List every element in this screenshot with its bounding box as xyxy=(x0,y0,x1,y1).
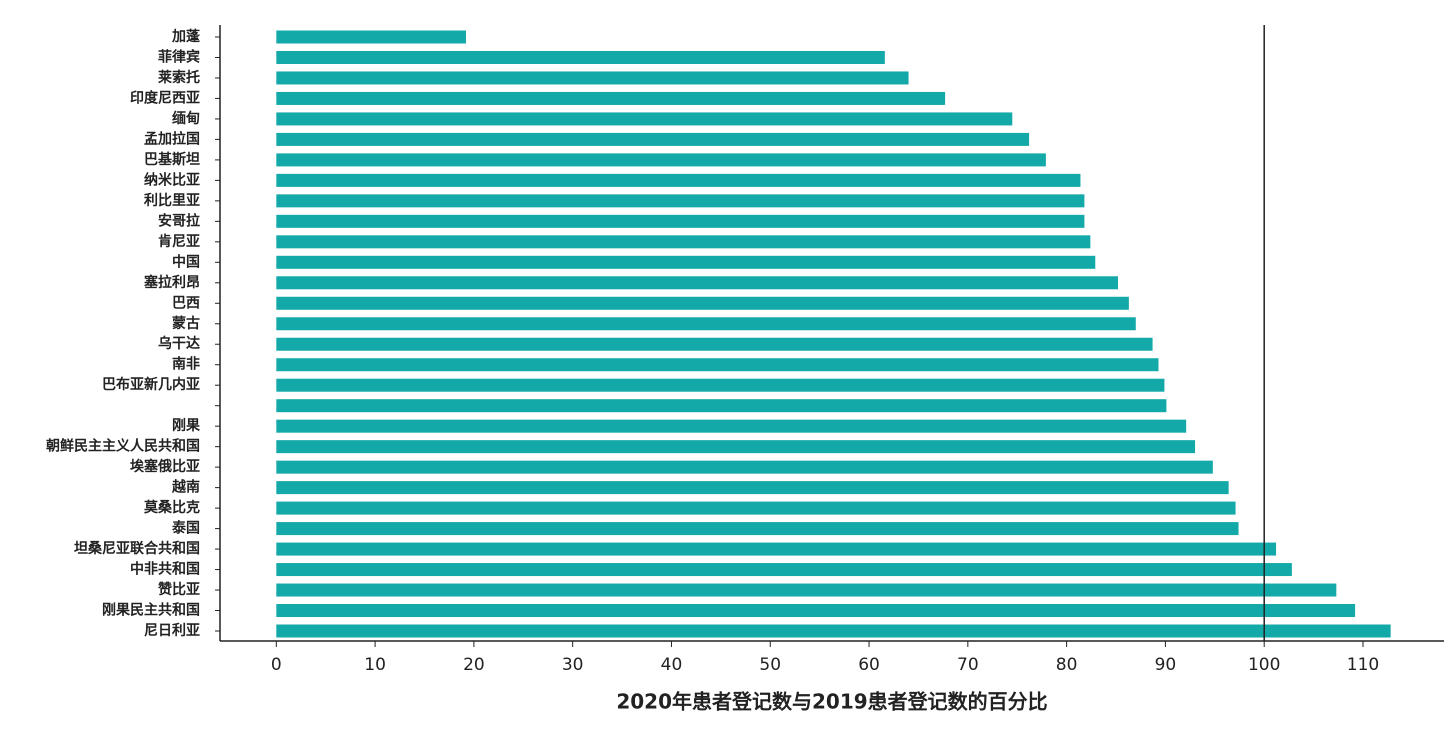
y-tick-label: 越南 xyxy=(171,479,200,496)
bar xyxy=(276,153,1046,167)
y-tick-label: 巴西 xyxy=(172,295,200,311)
x-tick-label: 10 xyxy=(364,655,386,675)
bar xyxy=(276,563,1292,577)
bar xyxy=(276,112,1013,126)
y-tick-label: 纳米比亚 xyxy=(144,171,200,188)
y-tick-label: 中国 xyxy=(172,253,200,270)
bar xyxy=(276,173,1081,187)
bar xyxy=(276,276,1118,290)
bar xyxy=(276,419,1187,433)
y-tick-label: 加蓬 xyxy=(171,28,201,45)
y-tick-label: 利比里亚 xyxy=(144,192,200,209)
y-tick-label: 巴布亚新几内亚 xyxy=(102,376,200,393)
x-tick-label: 110 xyxy=(1347,655,1379,675)
bar xyxy=(276,296,1129,310)
bar xyxy=(276,317,1136,331)
y-tick-label: 朝鲜民主主义人民共和国 xyxy=(46,438,200,455)
bar xyxy=(276,624,1391,638)
bar xyxy=(276,235,1091,249)
x-tick-label: 70 xyxy=(957,655,979,675)
y-tick-label: 中非共和国 xyxy=(130,561,200,578)
bar xyxy=(276,501,1236,515)
bar xyxy=(276,91,946,105)
x-tick-label: 20 xyxy=(463,655,485,675)
y-tick-label: 安哥拉 xyxy=(158,212,200,229)
y-tick-label: 缅甸 xyxy=(172,110,200,127)
y-tick-label: 蒙古 xyxy=(172,315,200,332)
y-tick-label: 塞拉利昂 xyxy=(144,274,200,291)
y-tick-label: 泰国 xyxy=(171,520,200,537)
x-tick-label: 80 xyxy=(1056,655,1078,675)
bar xyxy=(276,522,1239,536)
x-axis-label: 2020年患者登记数与2019患者登记数的百分比 xyxy=(616,690,1047,714)
x-tick-label: 40 xyxy=(661,655,683,675)
bar xyxy=(276,255,1096,269)
y-tick-label: 埃塞俄比亚 xyxy=(130,458,200,475)
bar xyxy=(276,71,909,85)
bar xyxy=(276,440,1196,454)
bar xyxy=(276,214,1085,228)
y-tick-label: 刚果民主共和国 xyxy=(102,602,200,619)
x-tick-label: 50 xyxy=(759,655,781,675)
x-tick-label: 60 xyxy=(858,655,880,675)
y-tick-label: 南非 xyxy=(172,356,200,373)
y-tick-label: 印度尼西亚 xyxy=(130,89,200,106)
y-tick-label: 赞比亚 xyxy=(157,581,200,598)
y-tick-label: 刚果 xyxy=(172,418,201,434)
bar xyxy=(276,378,1165,392)
bar xyxy=(276,50,885,64)
x-tick-label: 90 xyxy=(1155,655,1177,675)
y-tick-label: 尼日利亚 xyxy=(144,622,200,639)
y-tick-label: 坦桑尼亚联合共和国 xyxy=(74,540,200,557)
bar xyxy=(276,132,1030,146)
bar xyxy=(276,542,1277,556)
bar xyxy=(276,194,1085,208)
bar xyxy=(276,358,1159,372)
bar xyxy=(276,481,1229,495)
y-tick-label: 肯尼亚 xyxy=(158,233,200,250)
y-tick-label: 莫桑比克 xyxy=(143,499,200,516)
x-tick-label: 100 xyxy=(1248,655,1280,675)
bar xyxy=(276,399,1167,413)
bar xyxy=(276,583,1337,597)
bar xyxy=(276,604,1356,618)
y-tick-label: 孟加拉国 xyxy=(144,130,200,147)
x-tick-label: 0 xyxy=(271,655,282,675)
y-tick-label: 巴基斯坦 xyxy=(144,151,200,168)
y-tick-label: 乌干达 xyxy=(158,335,200,352)
y-tick-label: 莱索托 xyxy=(158,69,200,86)
bar xyxy=(276,460,1213,474)
bar xyxy=(276,337,1153,351)
x-tick-label: 30 xyxy=(562,655,584,675)
y-tick-label: 菲律宾 xyxy=(158,48,200,65)
bar xyxy=(276,30,466,44)
